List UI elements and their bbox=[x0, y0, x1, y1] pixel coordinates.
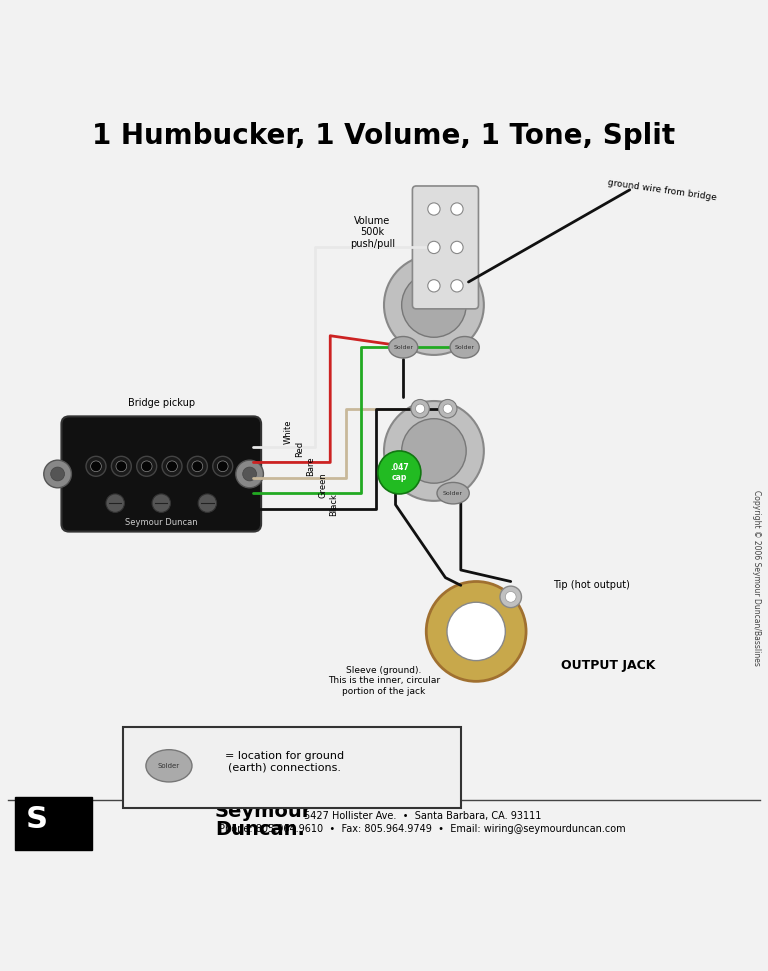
Text: ground wire from bridge: ground wire from bridge bbox=[607, 178, 717, 202]
Circle shape bbox=[243, 467, 257, 481]
Circle shape bbox=[51, 467, 65, 481]
Text: Phone: 805.964.9610  •  Fax: 805.964.9749  •  Email: wiring@seymourduncan.com: Phone: 805.964.9610 • Fax: 805.964.9749 … bbox=[219, 823, 626, 834]
Circle shape bbox=[426, 582, 526, 682]
Circle shape bbox=[451, 203, 463, 216]
Text: Black: Black bbox=[329, 493, 339, 517]
Circle shape bbox=[505, 591, 516, 602]
Text: Solder: Solder bbox=[393, 345, 413, 350]
Circle shape bbox=[106, 494, 124, 513]
Text: Green: Green bbox=[318, 473, 327, 498]
Circle shape bbox=[451, 241, 463, 253]
Text: 1 Humbucker, 1 Volume, 1 Tone, Split: 1 Humbucker, 1 Volume, 1 Tone, Split bbox=[92, 122, 676, 151]
Ellipse shape bbox=[389, 337, 418, 358]
Circle shape bbox=[116, 461, 127, 472]
Circle shape bbox=[111, 456, 131, 477]
Circle shape bbox=[167, 461, 177, 472]
Circle shape bbox=[198, 494, 217, 513]
Text: Sleeve (ground).
This is the inner, circular
portion of the jack: Sleeve (ground). This is the inner, circ… bbox=[328, 666, 440, 696]
Text: = location for ground
(earth) connections.: = location for ground (earth) connection… bbox=[224, 752, 344, 773]
FancyBboxPatch shape bbox=[412, 186, 478, 309]
Circle shape bbox=[86, 456, 106, 477]
Text: 500k: 500k bbox=[360, 227, 385, 237]
Text: Bare: Bare bbox=[306, 456, 316, 476]
Circle shape bbox=[217, 461, 228, 472]
Ellipse shape bbox=[146, 750, 192, 782]
Circle shape bbox=[451, 280, 463, 292]
Circle shape bbox=[162, 456, 182, 477]
Text: White: White bbox=[283, 419, 293, 444]
Circle shape bbox=[402, 419, 466, 484]
Circle shape bbox=[44, 460, 71, 487]
Ellipse shape bbox=[450, 337, 479, 358]
Circle shape bbox=[443, 404, 452, 414]
Text: Red: Red bbox=[295, 441, 304, 456]
Circle shape bbox=[137, 456, 157, 477]
Text: .047
cap: .047 cap bbox=[390, 463, 409, 483]
Circle shape bbox=[428, 241, 440, 253]
Circle shape bbox=[402, 273, 466, 337]
Text: Seymour: Seymour bbox=[215, 802, 313, 821]
Circle shape bbox=[91, 461, 101, 472]
Circle shape bbox=[428, 203, 440, 216]
Circle shape bbox=[384, 401, 484, 501]
Text: 5427 Hollister Ave.  •  Santa Barbara, CA. 93111: 5427 Hollister Ave. • Santa Barbara, CA.… bbox=[303, 811, 541, 820]
Ellipse shape bbox=[437, 483, 469, 504]
Circle shape bbox=[192, 461, 203, 472]
Circle shape bbox=[415, 404, 425, 414]
Circle shape bbox=[439, 399, 457, 418]
Text: Duncan.: Duncan. bbox=[215, 820, 305, 839]
Text: Copyright © 2006 Seymour Duncan/Basslines: Copyright © 2006 Seymour Duncan/Bassline… bbox=[752, 489, 761, 665]
Bar bbox=[15, 796, 92, 851]
Text: Seymour Duncan: Seymour Duncan bbox=[125, 518, 197, 527]
Text: OUTPUT JACK: OUTPUT JACK bbox=[561, 659, 655, 673]
Circle shape bbox=[411, 399, 429, 418]
Text: Volume: Volume bbox=[354, 216, 391, 225]
Circle shape bbox=[384, 255, 484, 355]
Text: Tip (hot output): Tip (hot output) bbox=[553, 581, 630, 590]
Circle shape bbox=[236, 460, 263, 487]
Circle shape bbox=[428, 280, 440, 292]
Circle shape bbox=[141, 461, 152, 472]
Circle shape bbox=[213, 456, 233, 477]
Text: Solder: Solder bbox=[443, 490, 463, 495]
FancyBboxPatch shape bbox=[61, 417, 261, 531]
Circle shape bbox=[187, 456, 207, 477]
Text: S: S bbox=[26, 805, 48, 834]
Text: push/pull: push/pull bbox=[350, 239, 395, 249]
Text: Solder: Solder bbox=[455, 345, 475, 350]
Circle shape bbox=[447, 602, 505, 660]
Circle shape bbox=[500, 586, 521, 608]
Circle shape bbox=[378, 451, 421, 494]
FancyBboxPatch shape bbox=[123, 727, 461, 808]
Circle shape bbox=[152, 494, 170, 513]
Text: Solder: Solder bbox=[158, 763, 180, 769]
Text: Bridge pickup: Bridge pickup bbox=[127, 398, 195, 409]
